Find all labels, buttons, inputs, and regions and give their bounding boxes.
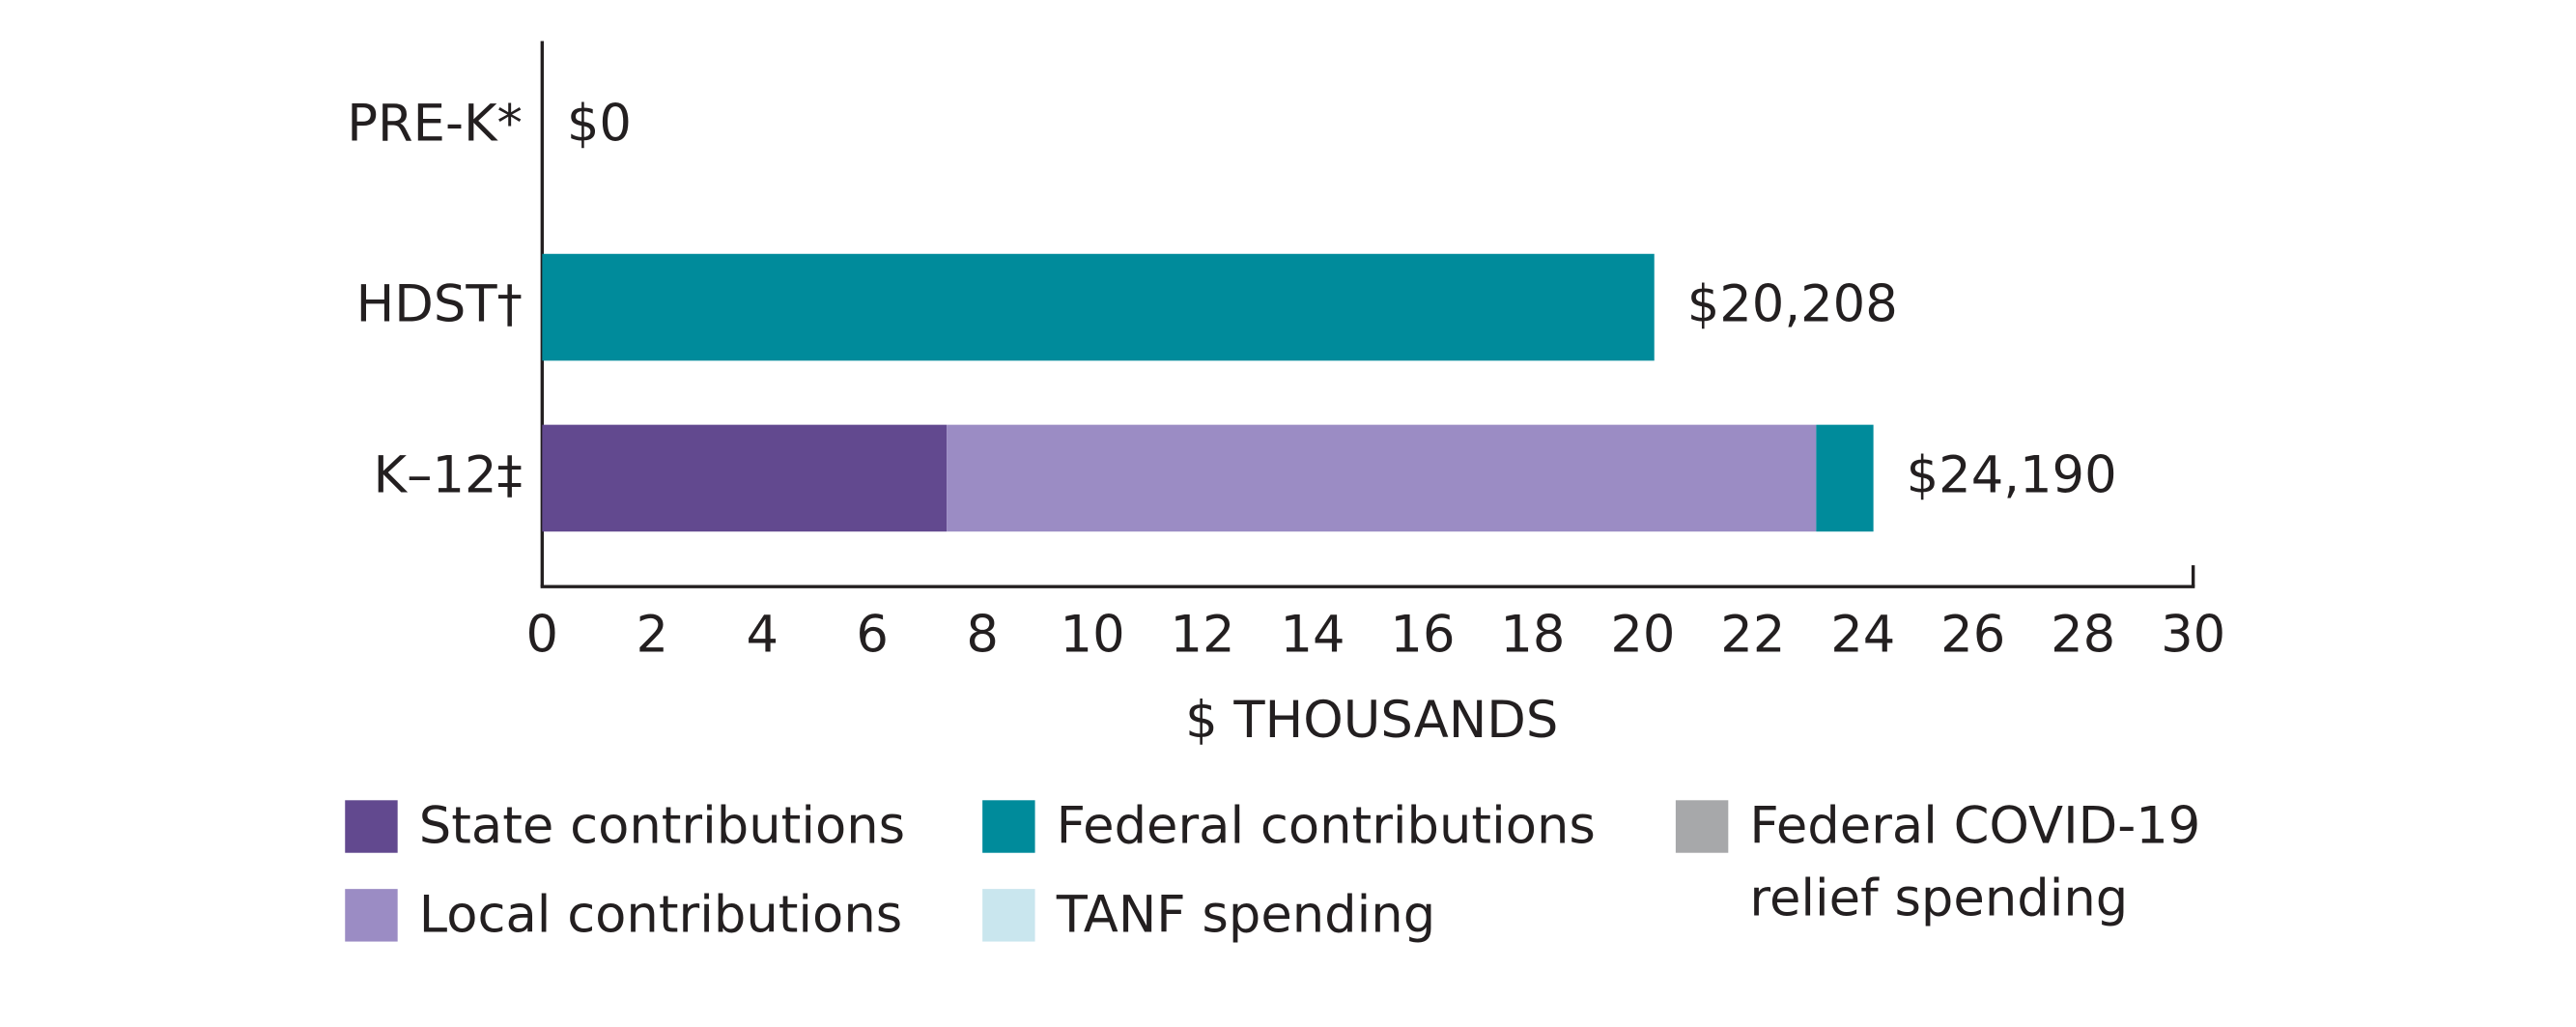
- total-label: $20,208: [1687, 275, 1898, 334]
- x-tick-label: 22: [1720, 606, 1785, 665]
- total-label: $0: [567, 95, 632, 154]
- legend-item: Federal contributions: [1056, 796, 1596, 857]
- legend-swatch: [1675, 800, 1729, 853]
- bar-segment: [1816, 424, 1874, 532]
- x-axis-label: $ THOUSANDS: [1185, 691, 1558, 750]
- bar-segment: [542, 424, 948, 532]
- x-tick-label: 6: [856, 606, 889, 665]
- legend-swatch: [345, 889, 398, 942]
- legend-label: TANF spending: [1056, 885, 1436, 945]
- x-tick-label: 16: [1390, 606, 1455, 665]
- legend-label: Federal COVID-19 relief spending: [1749, 796, 2201, 928]
- x-tick-label: 18: [1500, 606, 1565, 665]
- bar-segment: [542, 253, 1655, 361]
- legend-swatch: [345, 800, 398, 853]
- legend-label: Local contributions: [418, 885, 903, 945]
- x-tick-label: 28: [2051, 606, 2115, 665]
- legend-label: State contributions: [418, 796, 906, 857]
- total-label: $24,190: [1907, 446, 2117, 505]
- x-tick-label: 8: [966, 606, 999, 665]
- bar-segment: [947, 424, 1817, 532]
- legend-item: TANF spending: [1056, 885, 1436, 945]
- x-tick-label: 10: [1061, 606, 1125, 665]
- x-tick-label: 0: [526, 606, 559, 665]
- y-tick-label: HDST†: [356, 275, 523, 334]
- x-tick-label: 2: [637, 606, 669, 665]
- legend-swatch: [982, 800, 1035, 853]
- y-tick-label: PRE-K*: [347, 95, 523, 154]
- y-tick-label: K–12‡: [374, 446, 523, 505]
- legend-item: State contributions: [418, 796, 906, 857]
- x-tick-label: 20: [1610, 606, 1675, 665]
- legend-item: Local contributions: [418, 885, 903, 945]
- legend-swatch: [982, 889, 1035, 942]
- x-tick-label: 26: [1940, 606, 2005, 665]
- legend-item: Federal COVID-19 relief spending: [1749, 796, 2201, 928]
- x-tick-label: 4: [746, 606, 778, 665]
- x-tick-label: 12: [1171, 606, 1235, 665]
- x-tick-label: 14: [1280, 606, 1345, 665]
- legend-label: Federal contributions: [1056, 796, 1596, 857]
- x-tick-label: 24: [1830, 606, 1895, 665]
- x-tick-label: 30: [2161, 606, 2225, 665]
